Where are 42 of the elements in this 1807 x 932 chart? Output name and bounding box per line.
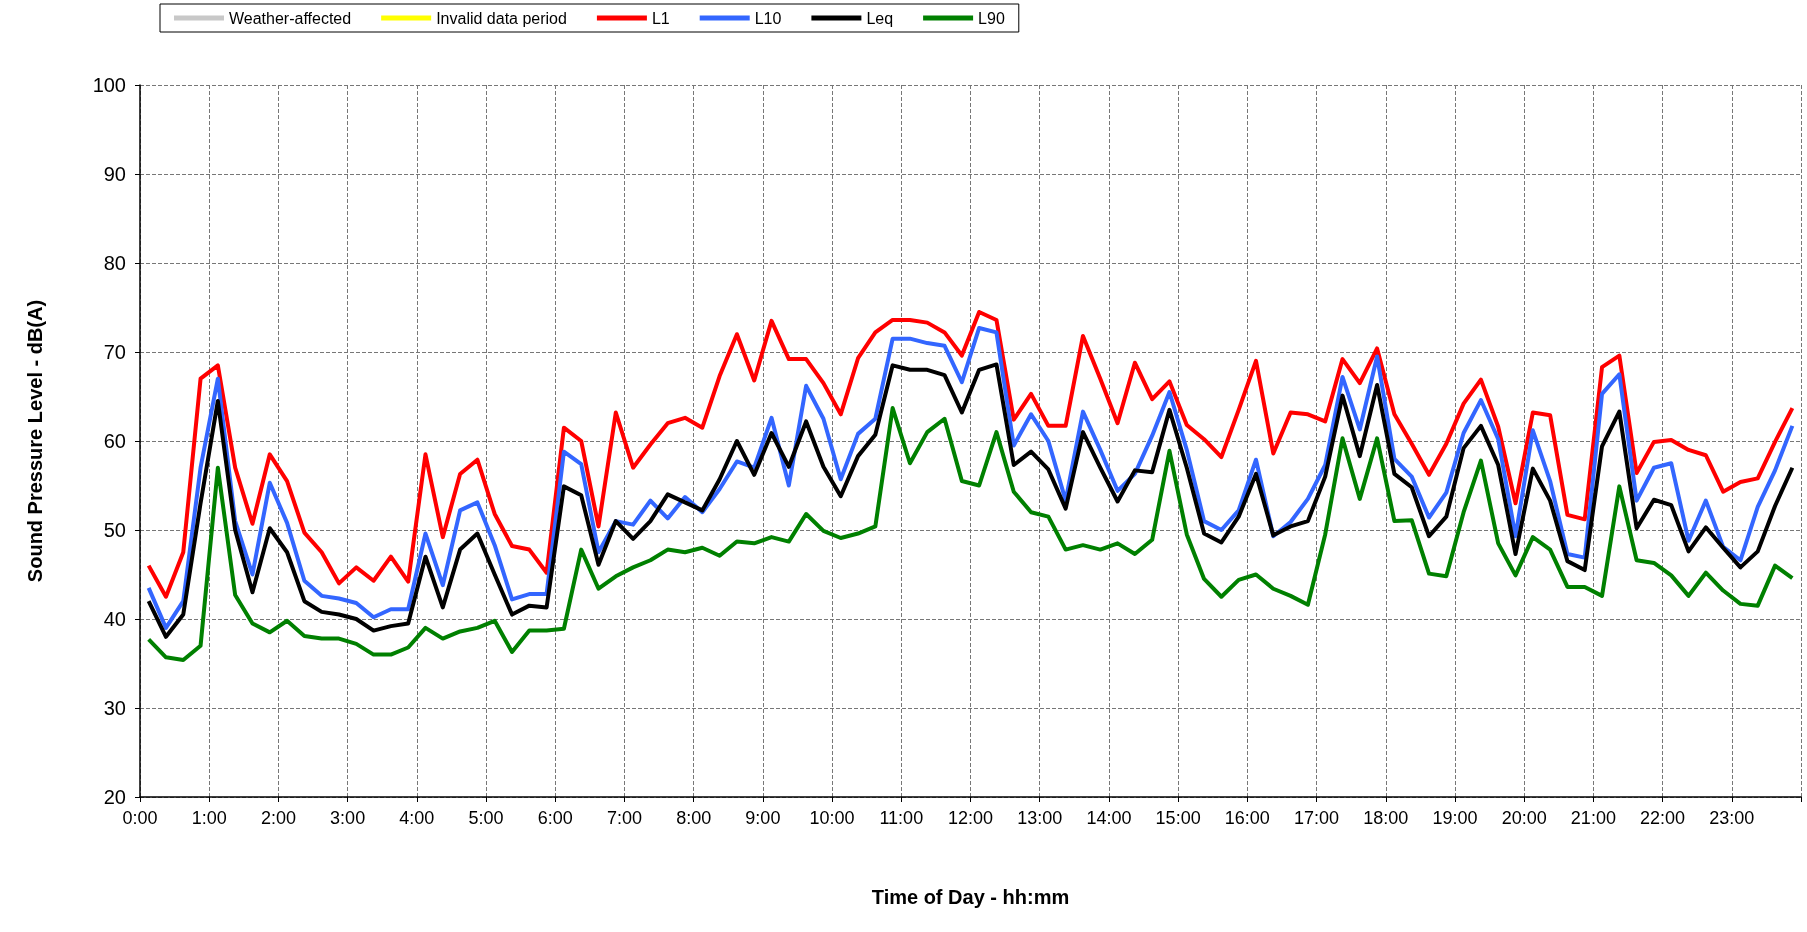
line-series	[146, 406, 1795, 662]
legend-label: L10	[754, 9, 782, 27]
y-tick-label: 40	[103, 608, 126, 630]
x-tick-label: 21:00	[1570, 808, 1616, 828]
x-tick-label: 5:00	[468, 808, 504, 828]
legend-label: L90	[978, 9, 1005, 27]
legend-label: Leq	[866, 9, 894, 27]
y-tick-label: 100	[92, 74, 126, 96]
x-tick-label: 11:00	[879, 808, 924, 828]
x-tick-label: 3:00	[330, 808, 366, 828]
y-tick-label: 70	[103, 341, 126, 363]
y-tick-label: 90	[103, 163, 126, 185]
x-tick-label: 10:00	[809, 808, 855, 828]
y-tick-label: 30	[103, 697, 126, 719]
x-tick-label: 14:00	[1086, 808, 1132, 828]
x-tick-label: 16:00	[1224, 808, 1270, 828]
y-tick-label: 80	[103, 252, 126, 274]
x-tick-label: 6:00	[537, 808, 573, 828]
x-tick-label: 12:00	[947, 808, 994, 828]
x-tick-label: 19:00	[1432, 808, 1478, 828]
x-axis-title: Time of Day - hh:mm	[871, 886, 1070, 908]
legend-label: L1	[651, 9, 670, 27]
x-tick-label: 9:00	[745, 808, 781, 828]
y-tick-label: 50	[103, 519, 126, 541]
x-tick-label: 7:00	[606, 808, 642, 828]
legend-label: Invalid data period	[436, 9, 567, 27]
x-tick-label: 13:00	[1017, 808, 1063, 828]
legend-label: Weather-affected	[229, 9, 352, 27]
x-tick-label: 2:00	[260, 808, 296, 828]
x-tick-label: 18:00	[1363, 808, 1409, 828]
x-tick-label: 17:00	[1294, 808, 1340, 828]
x-tick-label: 0:00	[122, 808, 158, 828]
y-axis-title: Sound Pressure Level - dB(A)	[24, 299, 46, 583]
x-tick-label: 15:00	[1155, 808, 1201, 828]
x-tick-label: 23:00	[1709, 808, 1755, 828]
x-tick-label: 8:00	[676, 808, 712, 828]
x-tick-label: 1:00	[191, 808, 227, 828]
y-tick-label: 20	[103, 786, 126, 808]
x-tick-label: 4:00	[399, 808, 435, 828]
y-tick-label: 60	[103, 430, 126, 452]
x-tick-label: 22:00	[1640, 808, 1686, 828]
x-tick-label: 20:00	[1501, 808, 1547, 828]
